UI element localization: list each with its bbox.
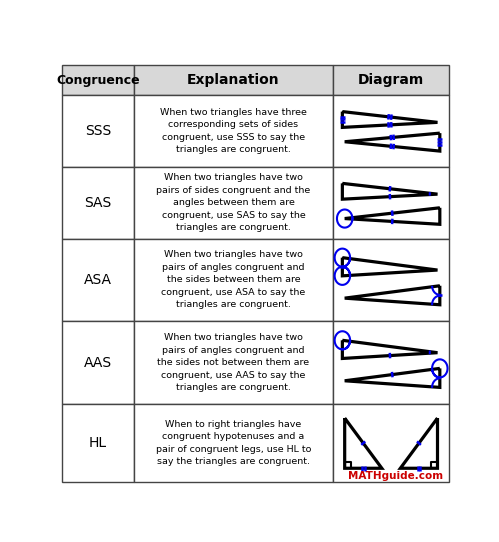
Text: Diagram: Diagram (358, 73, 424, 87)
Text: Congruence: Congruence (56, 74, 140, 87)
Text: MATHguide.com: MATHguide.com (348, 470, 443, 481)
Bar (62, 321, 134, 404)
Bar (134, 167, 333, 238)
Text: SAS: SAS (84, 196, 112, 210)
Text: When two triangles have two
pairs of angles congruent and
the sides not between : When two triangles have two pairs of ang… (158, 333, 309, 392)
Text: Explanation: Explanation (187, 73, 280, 87)
Text: AAS: AAS (84, 356, 112, 370)
Bar (333, 65, 449, 95)
Bar (62, 238, 134, 321)
Bar (134, 321, 333, 404)
Bar (333, 404, 449, 482)
Text: SSS: SSS (85, 124, 111, 138)
Bar (333, 238, 449, 321)
Bar (62, 167, 134, 238)
Text: HL: HL (89, 436, 107, 450)
Bar (333, 95, 449, 167)
Bar (134, 95, 333, 167)
Bar (62, 404, 134, 482)
Text: When two triangles have two
pairs of sides congruent and the
angles between them: When two triangles have two pairs of sid… (156, 173, 310, 233)
Text: When two triangles have three
corresponding sets of sides
congruent, use SSS to : When two triangles have three correspond… (160, 108, 307, 154)
Bar (333, 167, 449, 238)
Bar (62, 65, 134, 95)
Text: ASA: ASA (84, 273, 112, 287)
Text: When two triangles have two
pairs of angles congruent and
the sides between them: When two triangles have two pairs of ang… (161, 250, 305, 309)
Bar (62, 95, 134, 167)
Bar (134, 404, 333, 482)
Bar (134, 238, 333, 321)
Bar (333, 321, 449, 404)
Bar (134, 65, 333, 95)
Text: When to right triangles have
congruent hypotenuses and a
pair of congruent legs,: When to right triangles have congruent h… (156, 420, 311, 467)
